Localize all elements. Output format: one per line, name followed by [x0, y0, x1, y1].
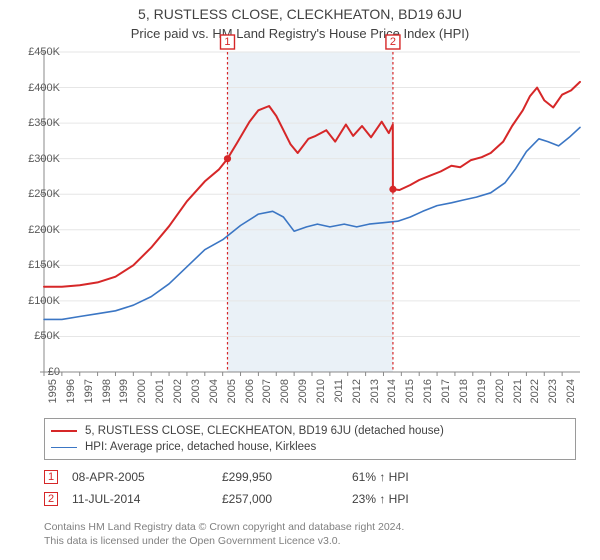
- y-tick-label: £300K: [18, 153, 60, 165]
- y-tick-label: £400K: [18, 82, 60, 94]
- x-tick-label: 2019: [476, 379, 488, 419]
- sale-date: 11-JUL-2014: [72, 492, 222, 506]
- x-tick-label: 2016: [422, 379, 434, 419]
- sales-table: 1 08-APR-2005£299,95061% ↑ HPI 2 11-JUL-201…: [44, 466, 576, 510]
- x-tick-label: 2009: [297, 379, 309, 419]
- y-tick-label: £250K: [18, 188, 60, 200]
- x-tick-label: 2011: [333, 379, 345, 419]
- x-tick-label: 2018: [458, 379, 470, 419]
- x-tick-label: 2004: [208, 379, 220, 419]
- y-tick-label: £200K: [18, 224, 60, 236]
- sale-row: 1 08-APR-2005£299,95061% ↑ HPI: [44, 466, 576, 488]
- y-tick-label: £50K: [18, 330, 60, 342]
- x-tick-label: 2001: [154, 379, 166, 419]
- legend-item: 5, RUSTLESS CLOSE, CLECKHEATON, BD19 6JU…: [51, 423, 569, 439]
- x-tick-label: 2017: [440, 379, 452, 419]
- x-tick-label: 2003: [190, 379, 202, 419]
- sale-marker-badge: 2: [44, 492, 58, 506]
- page-title: 5, RUSTLESS CLOSE, CLECKHEATON, BD19 6JU: [0, 6, 600, 22]
- y-tick-label: £0: [18, 366, 60, 378]
- y-tick-label: £350K: [18, 117, 60, 129]
- svg-text:2: 2: [390, 36, 396, 48]
- legend-swatch: [51, 430, 77, 432]
- svg-text:1: 1: [224, 36, 230, 48]
- sale-price: £299,950: [222, 470, 352, 484]
- x-tick-label: 2012: [351, 379, 363, 419]
- legend-label: 5, RUSTLESS CLOSE, CLECKHEATON, BD19 6JU…: [85, 425, 444, 437]
- x-tick-label: 2010: [315, 379, 327, 419]
- x-tick-label: 2021: [512, 379, 524, 419]
- footnote-line-1: Contains HM Land Registry data © Crown c…: [44, 520, 576, 534]
- sale-marker-badge: 1: [44, 470, 58, 484]
- x-tick-label: 1995: [47, 379, 59, 419]
- x-tick-label: 2022: [529, 379, 541, 419]
- legend-label: HPI: Average price, detached house, Kirk…: [85, 441, 316, 453]
- y-tick-label: £450K: [18, 46, 60, 58]
- x-tick-label: 1997: [83, 379, 95, 419]
- x-tick-label: 2006: [244, 379, 256, 419]
- x-tick-label: 2005: [226, 379, 238, 419]
- sale-date: 08-APR-2005: [72, 470, 222, 484]
- x-tick-label: 2024: [565, 379, 577, 419]
- x-tick-label: 2015: [404, 379, 416, 419]
- footnote-line-2: This data is licensed under the Open Gov…: [44, 534, 576, 548]
- sale-price: £257,000: [222, 492, 352, 506]
- x-tick-label: 2008: [279, 379, 291, 419]
- y-tick-label: £100K: [18, 295, 60, 307]
- x-tick-label: 1996: [65, 379, 77, 419]
- x-tick-label: 2007: [261, 379, 273, 419]
- sale-vs-hpi: 23% ↑ HPI: [352, 492, 502, 506]
- x-tick-label: 2013: [369, 379, 381, 419]
- x-tick-label: 2000: [136, 379, 148, 419]
- line-chart: 12: [44, 32, 580, 372]
- legend-swatch: [51, 447, 77, 448]
- chart-container: 12: [44, 52, 580, 372]
- y-tick-label: £150K: [18, 259, 60, 271]
- x-tick-label: 2002: [172, 379, 184, 419]
- x-tick-label: 1999: [118, 379, 130, 419]
- x-tick-label: 2023: [547, 379, 559, 419]
- sale-row: 2 11-JUL-2014£257,00023% ↑ HPI: [44, 488, 576, 510]
- sale-vs-hpi: 61% ↑ HPI: [352, 470, 502, 484]
- x-tick-label: 1998: [101, 379, 113, 419]
- legend-item: HPI: Average price, detached house, Kirk…: [51, 439, 569, 455]
- legend: 5, RUSTLESS CLOSE, CLECKHEATON, BD19 6JU…: [44, 418, 576, 460]
- footnote: Contains HM Land Registry data © Crown c…: [44, 520, 576, 548]
- x-tick-label: 2014: [386, 379, 398, 419]
- x-tick-label: 2020: [494, 379, 506, 419]
